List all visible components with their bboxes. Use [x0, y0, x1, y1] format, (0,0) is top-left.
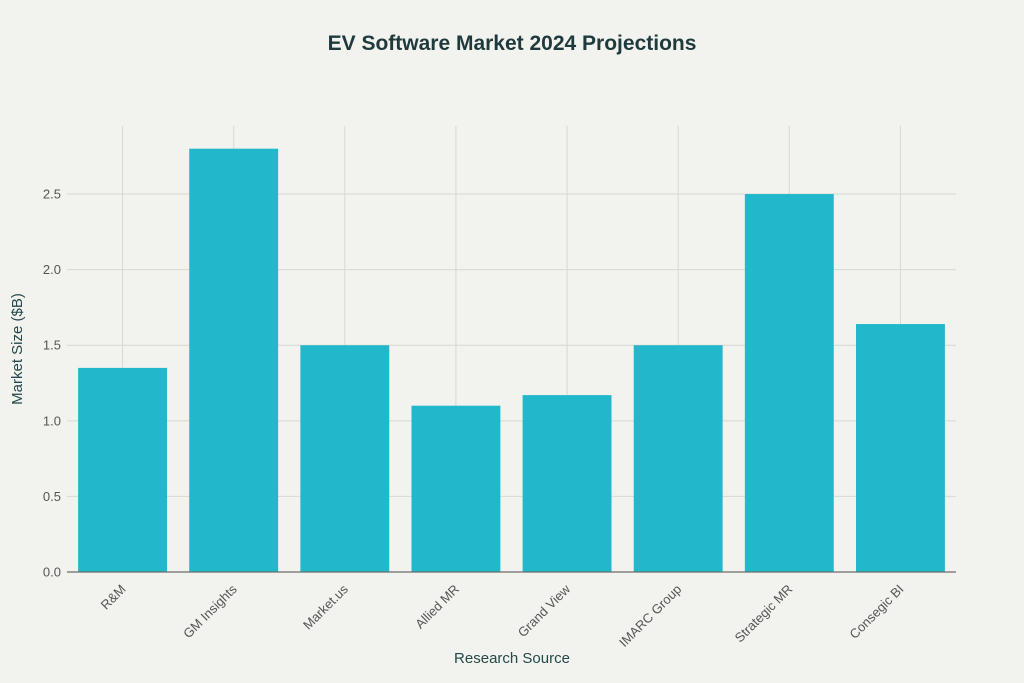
- y-tick-label: 1.5: [43, 338, 61, 353]
- x-tick-label: Market.us: [300, 581, 351, 632]
- y-tick-label: 0.5: [43, 489, 61, 504]
- bar: [189, 148, 279, 572]
- y-tick-label: 1.0: [43, 413, 61, 428]
- bars-layer: [78, 148, 945, 572]
- bar: [633, 345, 723, 572]
- chart-title: EV Software Market 2024 Projections: [328, 32, 697, 55]
- x-tick-label: Allied MR: [412, 582, 462, 632]
- y-tick-label: 2.0: [43, 262, 61, 277]
- x-axis-label: Research Source: [454, 650, 570, 667]
- x-tick-label: IMARC Group: [616, 582, 684, 650]
- x-tick-labels: R&M GM Insights Market.us Allied MR Grand Vi…: [98, 581, 907, 650]
- x-tick-label: GM Insights: [180, 581, 240, 641]
- x-tick-label: Consegic BI: [846, 582, 906, 642]
- y-tick-labels: 0.0 0.5 1.0 1.5 2.0 2.5: [43, 187, 61, 580]
- bar: [744, 194, 834, 572]
- x-tick-label: Grand View: [515, 581, 574, 640]
- x-tick-label: Strategic MR: [732, 582, 796, 646]
- y-tick-label: 0.0: [43, 565, 61, 580]
- bar: [78, 367, 168, 572]
- bar: [300, 345, 390, 572]
- bar: [855, 324, 945, 572]
- bar: [411, 405, 501, 572]
- bar: [522, 395, 612, 572]
- x-tick-label: R&M: [98, 582, 129, 613]
- y-axis-label: Market Size ($B): [9, 293, 26, 405]
- y-tick-label: 2.5: [43, 187, 61, 202]
